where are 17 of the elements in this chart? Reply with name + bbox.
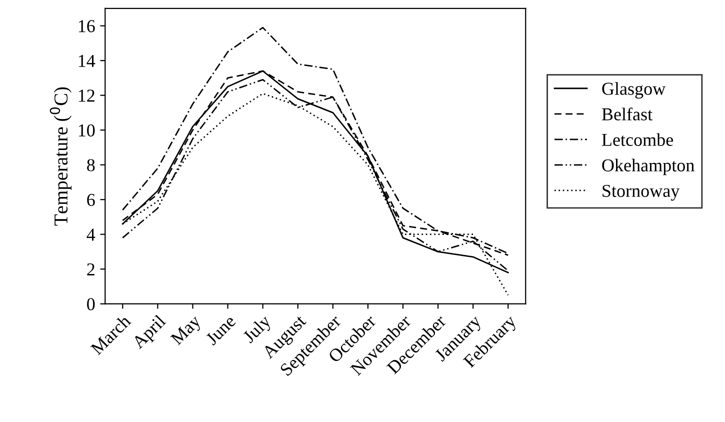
x-tick-label: May <box>170 314 204 348</box>
y-tick-label: 4 <box>86 228 96 241</box>
y-tick-label: 0 <box>87 298 95 310</box>
legend-label: Stornoway <box>602 184 680 201</box>
y-tick-label: 10 <box>78 124 95 137</box>
legend-label: Belfast <box>602 108 652 120</box>
y-axis-title: Temperature ($^{0}$C) <box>50 87 72 226</box>
legend-label: Letcombe <box>602 133 673 146</box>
y-tick-label: 6 <box>87 194 95 206</box>
legend-label: Okehampton <box>602 158 694 176</box>
legend-label: Glasgow <box>602 82 666 99</box>
x-tick-label: June <box>205 314 236 346</box>
y-tick-label: 8 <box>87 159 95 172</box>
y-tick-label: 14 <box>78 54 96 67</box>
y-tick-label: 16 <box>78 20 95 32</box>
y-tick-label: 2 <box>87 263 94 276</box>
y-tick-label: 12 <box>78 90 94 102</box>
